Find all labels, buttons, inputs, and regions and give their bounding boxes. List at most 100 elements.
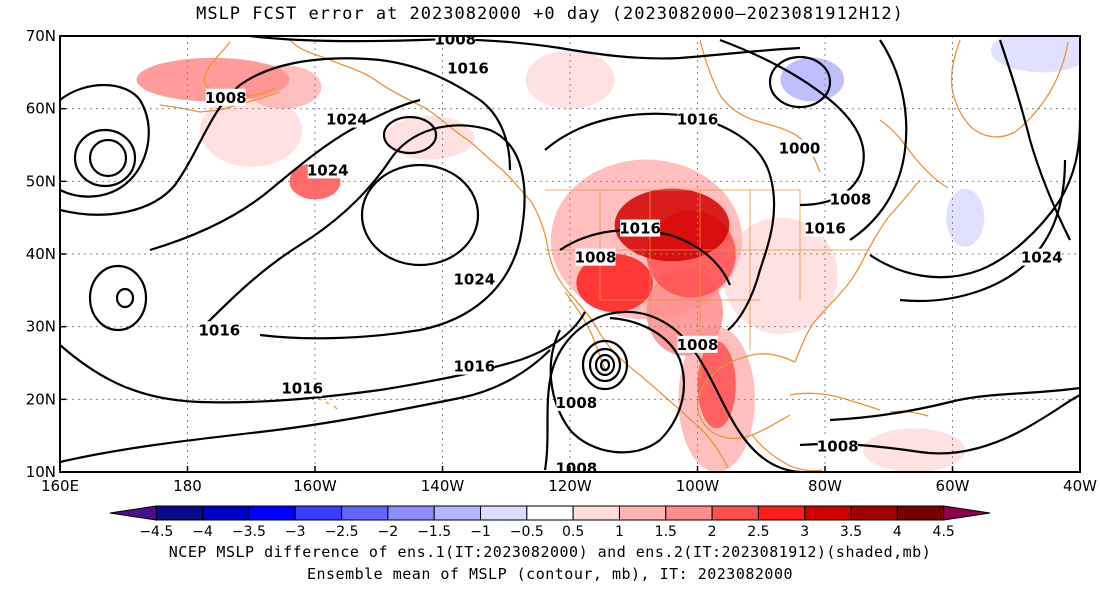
colorbar-label: 3.5 — [840, 524, 862, 540]
colorbar-label: 1 — [615, 524, 624, 540]
contour-1016-north-pacific — [60, 57, 512, 216]
lat-label: 40N — [26, 245, 56, 263]
lat-label: 50N — [26, 172, 56, 190]
contour-1008-mexico-outer — [543, 310, 801, 472]
coastline-hawaii — [317, 397, 338, 410]
colorbar-swatch — [387, 505, 435, 521]
contour-inner-low-2 — [88, 138, 128, 178]
contour-label-bg — [805, 219, 845, 237]
contour-label: 1008 — [556, 394, 598, 412]
contour-label-bg — [556, 393, 597, 411]
lon-label: 100W — [676, 477, 720, 495]
caption-line-2: Ensemble mean of MSLP (contour, mb), IT:… — [306, 565, 794, 583]
contour-1008-east — [849, 39, 908, 241]
contour-label: 1016 — [199, 321, 241, 339]
colorbar-label: 2 — [708, 524, 717, 540]
contour-label: 1024 — [326, 111, 368, 129]
lon-label: 160E — [41, 477, 79, 495]
coastline-central-america — [751, 434, 823, 472]
contour-label: 1008 — [677, 336, 719, 354]
contour-label-bg — [454, 357, 495, 375]
contour-1016-north-east — [998, 39, 1071, 241]
caption-line-1: NCEP MSLP difference of ens.1(IT:2023082… — [168, 543, 932, 561]
colorbar-label: −2 — [378, 524, 399, 540]
lon-label: 180 — [173, 477, 202, 495]
map-axes: 160E 180 160W 140W 120W 100W 80W 60W 40W 70N 60N 50… — [26, 27, 1097, 495]
colorbar-swatch — [618, 505, 667, 521]
lon-label: 120W — [548, 477, 592, 495]
contour-label-bg — [677, 110, 718, 128]
contour-1016-north-america — [544, 112, 776, 331]
contour-1024-small-high — [382, 115, 438, 155]
anomaly-patch — [576, 254, 653, 313]
anomaly-patch — [385, 115, 475, 160]
anomaly-patch — [614, 188, 730, 262]
contour-label-bg — [817, 437, 858, 455]
contour-low-hudson — [768, 55, 832, 109]
contour-label-bg — [326, 110, 367, 128]
coastline-aleutians — [159, 91, 281, 113]
lat-label: 70N — [26, 27, 56, 45]
coastlines — [159, 39, 1069, 472]
colorbar-swatch — [896, 505, 945, 521]
colorbar-swatch — [248, 505, 296, 521]
contour-inner-low — [73, 128, 137, 188]
colorbar-swatch — [341, 505, 389, 521]
coastline-greenland — [950, 39, 1069, 138]
contour-label: 1000 — [779, 140, 821, 158]
contour-1008-top — [249, 36, 801, 60]
contour-label-bg — [779, 139, 820, 157]
contour-1024-ring — [199, 124, 526, 340]
colorbar-swatch — [526, 505, 574, 521]
contour-label: 1008 — [830, 191, 872, 209]
anomaly-patch — [200, 94, 303, 167]
contour-hurricane-3 — [594, 353, 616, 377]
contour-label: 1008 — [817, 438, 859, 456]
contour-label-bg — [575, 248, 616, 266]
colorbar-swatch — [433, 505, 482, 521]
contour-label: 1024 — [307, 161, 349, 179]
contour-label: 1008 — [575, 249, 617, 267]
contour-label: 1024 — [1021, 249, 1063, 267]
colorbar-label: −2.5 — [325, 524, 359, 540]
contour-hurricane-4 — [599, 358, 611, 372]
contour-label: 1024 — [454, 270, 496, 288]
contour-1008-aleutian-low — [60, 83, 150, 198]
colorbar-swatch — [711, 505, 759, 521]
colorbar-label: −3.5 — [232, 524, 266, 540]
contour-1024-pacific-high-west — [149, 98, 421, 252]
contour-label-bg — [677, 335, 718, 353]
coastline-north-america-west — [289, 39, 729, 469]
contour-label: 1016 — [677, 111, 719, 129]
colorbar-label: −1 — [470, 524, 491, 540]
contour-label: 1016 — [281, 379, 323, 397]
contour-label-bg — [307, 161, 348, 179]
colorbar-arrow-low — [109, 505, 157, 521]
anomaly-patch — [136, 57, 290, 102]
colorbar-swatch — [804, 505, 852, 521]
colorbar-label: −4.5 — [139, 524, 173, 540]
contour-label: 1008 — [556, 459, 598, 477]
lon-label: 140W — [421, 477, 465, 495]
colorbar-swatch — [480, 505, 528, 521]
contour-hurricane-1 — [581, 339, 629, 391]
contour-1016-west-high-inner — [115, 287, 135, 309]
contour-label-bg — [205, 88, 246, 106]
contour-1008-trough — [559, 228, 732, 286]
contour-1016-atlantic-south — [829, 386, 1080, 422]
contour-hurricane-2 — [588, 347, 622, 383]
anomaly-patch — [1009, 145, 1049, 189]
coastline-cuba — [789, 392, 881, 411]
lat-label: 30N — [26, 318, 56, 336]
lon-label: 80W — [808, 477, 842, 495]
colorbar-swatch — [572, 505, 620, 521]
colorbar-arrow-high — [943, 505, 991, 521]
contour-label: 1008 — [205, 89, 247, 107]
map-title: MSLP FCST error at 2023082000 +0 day (20… — [196, 4, 904, 24]
colorbar-label: −3 — [285, 524, 306, 540]
colorbar-swatch — [850, 505, 898, 521]
contour-1016-subtropical — [60, 311, 586, 404]
contour-1008-mexico — [549, 316, 685, 454]
